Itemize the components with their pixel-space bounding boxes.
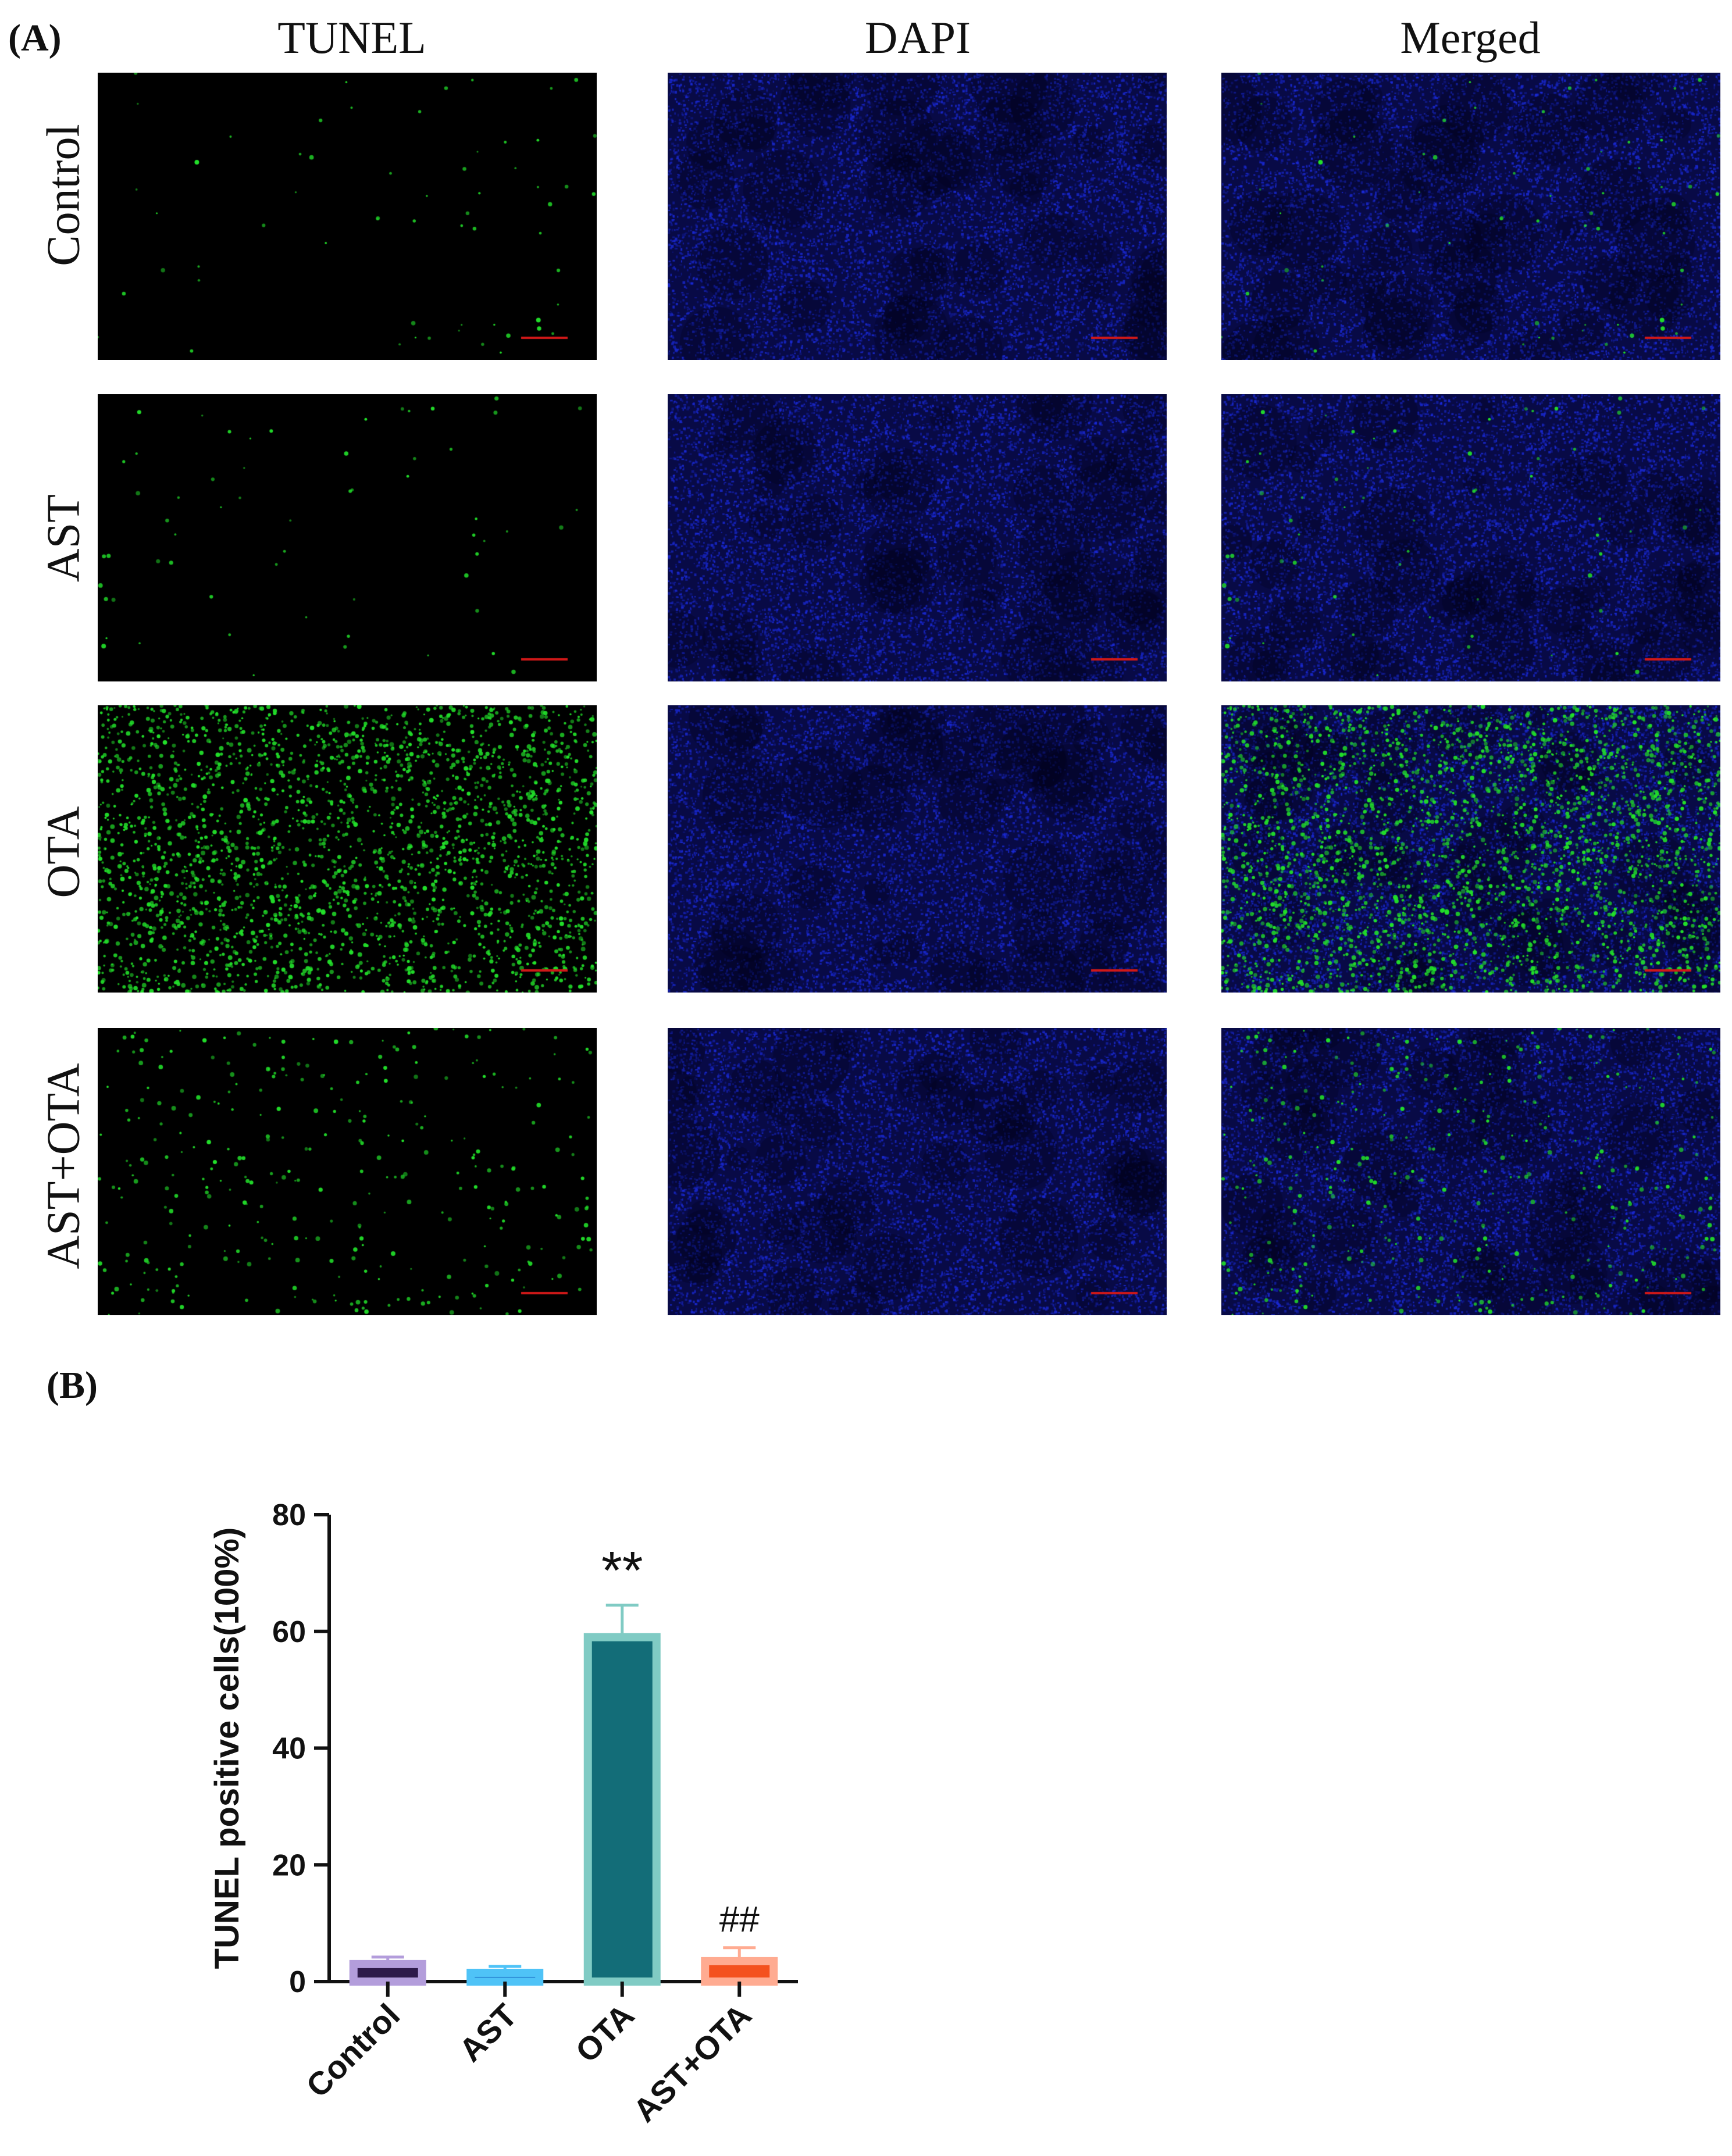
x-tick-label: Control [299, 1997, 407, 2104]
micrograph-ota-dapi [668, 705, 1167, 993]
y-tick-label: 60 [272, 1615, 306, 1649]
micrograph-control-tunel [98, 73, 597, 360]
y-tick-label: 80 [272, 1498, 306, 1532]
bar-ast [466, 1968, 544, 1986]
significance-annotation: ** [601, 1541, 643, 1601]
significance-annotation: ## [719, 1900, 760, 1940]
y-tick-label: 0 [289, 1965, 306, 1999]
bar-control [349, 1959, 426, 1986]
y-tick-label: 40 [272, 1732, 306, 1766]
bar-ota [583, 1633, 661, 1986]
micrograph-ast-ota-dapi [668, 1028, 1167, 1315]
micrograph-ota-merged [1221, 705, 1720, 993]
panel-a-label: (A) [8, 17, 62, 59]
x-tick-label: AST [452, 1997, 524, 2069]
micrograph-control-merged [1221, 73, 1720, 360]
panel-b-label: (B) [47, 1364, 98, 1407]
micrograph-ast-dapi [668, 394, 1167, 681]
column-header-merged: Merged [1400, 12, 1541, 63]
bar-ast-ota [701, 1957, 778, 1986]
micrograph-control-dapi [668, 73, 1167, 360]
column-header-dapi: DAPI [864, 12, 971, 63]
y-axis-label: TUNEL positive cells(100%) [208, 1527, 246, 1969]
micrograph-ast-ota-tunel [98, 1028, 597, 1315]
micrograph-ast-tunel [98, 394, 597, 681]
column-header-tunel: TUNEL [277, 12, 426, 63]
x-tick-label: OTA [568, 1997, 641, 2069]
micrograph-ast-merged [1221, 394, 1720, 681]
y-tick-label: 20 [272, 1848, 306, 1882]
micrograph-ast-ota-merged [1221, 1028, 1720, 1315]
x-tick-label: AST+OTA [626, 1997, 758, 2129]
micrograph-ota-tunel [98, 705, 597, 993]
